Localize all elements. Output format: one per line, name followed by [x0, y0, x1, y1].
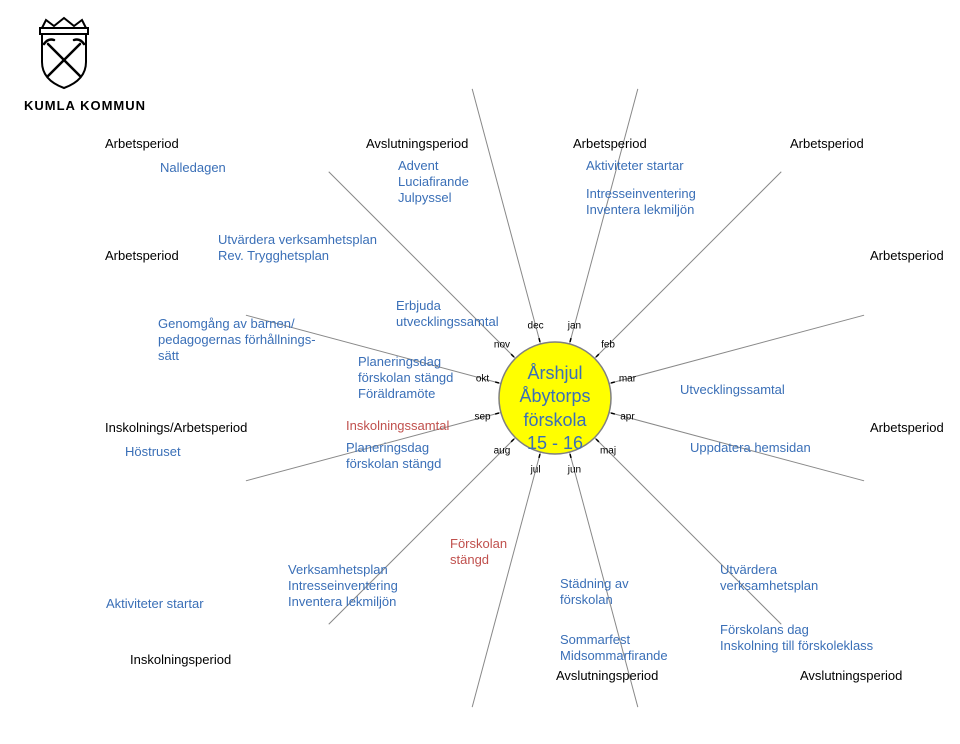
month-label-maj: maj: [600, 446, 616, 457]
text: utvecklingssamtal: [396, 314, 499, 330]
header-top-1: Arbetsperiod: [105, 136, 179, 152]
header-right-4: Arbetsperiod: [870, 420, 944, 436]
header-top-2: Avslutningsperiod: [366, 136, 468, 152]
text: Förskolans dag: [720, 622, 809, 638]
header-bottom-right: Avslutningsperiod: [800, 668, 902, 684]
text: verksamhetsplan: [720, 578, 818, 594]
text: Inskolning till förskoleklass: [720, 638, 873, 654]
header-right-2: Arbetsperiod: [870, 248, 944, 264]
text: Sommarfest: [560, 632, 630, 648]
month-label-mar: mar: [619, 373, 636, 384]
header-bottom-mid: Avslutningsperiod: [556, 668, 658, 684]
text: Utvärdera verksamhetsplan: [218, 232, 377, 248]
month-label-feb: feb: [601, 339, 615, 350]
month-label-sep: sep: [474, 412, 490, 423]
text: Inventera lekmiljön: [586, 202, 694, 218]
header-left-4: Inskolnings/Arbetsperiod: [105, 420, 247, 436]
text: Genomgång av barnen/: [158, 316, 295, 332]
text: Aktiviteter startar: [106, 596, 204, 612]
text: förskolan stängd: [346, 456, 441, 472]
text: Erbjuda: [396, 298, 441, 314]
text: Advent: [398, 158, 438, 174]
text: Planeringsdag: [358, 354, 441, 370]
text: Aktiviteter startar: [586, 158, 684, 174]
header-bottom-left: Inskolningsperiod: [130, 652, 231, 668]
month-label-okt: okt: [476, 373, 489, 384]
text: Städning av: [560, 576, 629, 592]
header-left-2: Arbetsperiod: [105, 248, 179, 264]
text: stängd: [450, 552, 489, 568]
text: Rev. Trygghetsplan: [218, 248, 329, 264]
text: sätt: [158, 348, 179, 364]
text: Luciafirande: [398, 174, 469, 190]
text: förskolan stängd: [358, 370, 453, 386]
text: Utvärdera: [720, 562, 777, 578]
text: Höstruset: [125, 444, 181, 460]
text: Intresseinventering: [288, 578, 398, 594]
month-label-jan: jan: [568, 320, 581, 331]
year-wheel: [0, 0, 960, 744]
month-label-jun: jun: [568, 465, 581, 476]
header-top-3: Arbetsperiod: [573, 136, 647, 152]
wheel-title: Årshjul Åbytorps förskola 15 - 16: [518, 362, 592, 456]
text: Föräldramöte: [358, 386, 435, 402]
text: Förskolan: [450, 536, 507, 552]
text: Planeringsdag: [346, 440, 429, 456]
text: Intresseinventering: [586, 186, 696, 202]
text: Julpyssel: [398, 190, 451, 206]
month-label-aug: aug: [494, 446, 511, 457]
text: pedagogernas förhållnings-: [158, 332, 316, 348]
month-label-apr: apr: [620, 412, 634, 423]
text: Utvecklingssamtal: [680, 382, 785, 398]
month-label-nov: nov: [494, 339, 510, 350]
header-top-4: Arbetsperiod: [790, 136, 864, 152]
text: Nalledagen: [160, 160, 226, 176]
text: Inventera lekmiljön: [288, 594, 396, 610]
text: Uppdatera hemsidan: [690, 440, 811, 456]
month-label-jul: jul: [531, 465, 541, 476]
text: förskolan: [560, 592, 613, 608]
text: Midsommarfirande: [560, 648, 668, 664]
month-label-dec: dec: [528, 320, 544, 331]
text: Verksamhetsplan: [288, 562, 388, 578]
text: Inskolningssamtal: [346, 418, 449, 434]
